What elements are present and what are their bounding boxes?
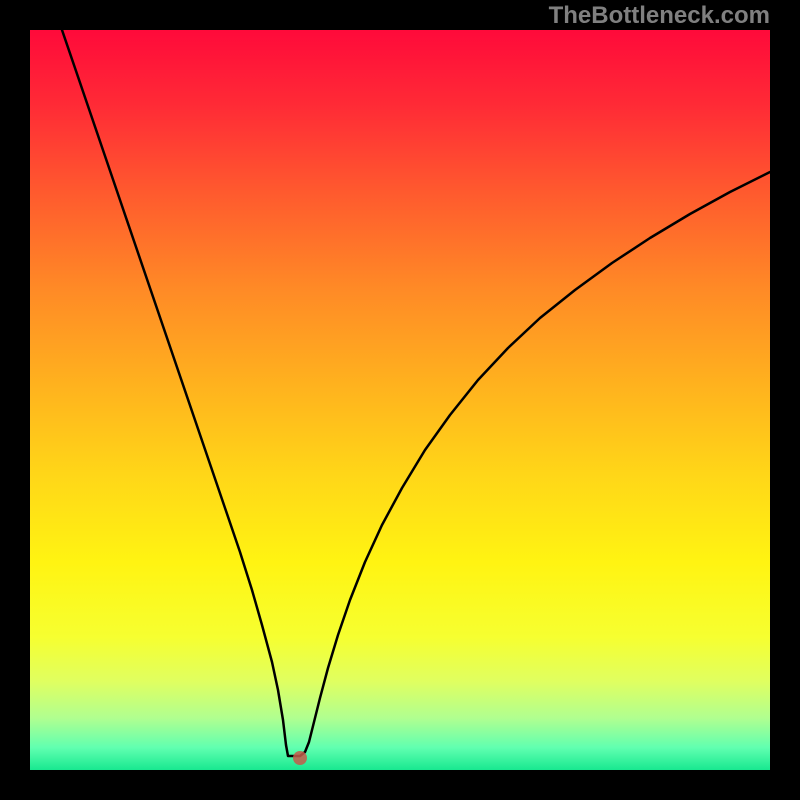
watermark: TheBottleneck.com <box>549 2 770 30</box>
bottleneck-curve <box>0 0 800 800</box>
chart-frame <box>0 770 800 800</box>
optimum-marker <box>293 751 307 765</box>
chart-frame <box>0 0 30 800</box>
chart-frame <box>770 0 800 800</box>
